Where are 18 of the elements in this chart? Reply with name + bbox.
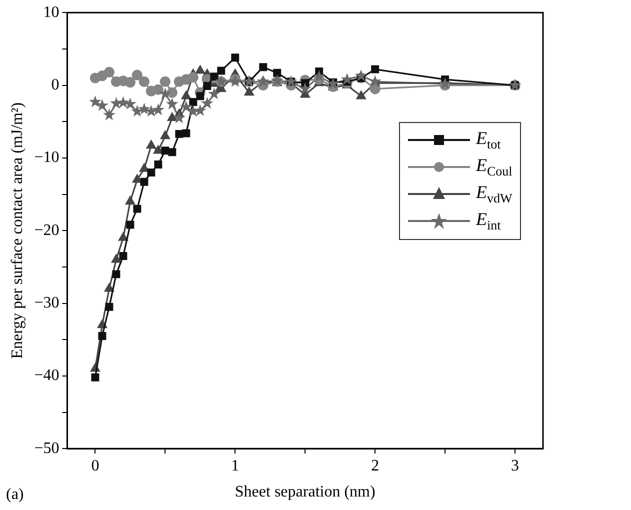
y-tick-label: −10 <box>34 149 60 166</box>
x-tick-label: 3 <box>511 457 520 474</box>
y-tick-label: −20 <box>34 222 60 239</box>
y-axis-title: Energy per surface contact area (mJ/m²) <box>8 102 26 359</box>
legend-label: E$_{tot}$ <box>476 128 501 152</box>
legend-label: E$_{Coul}$ <box>476 154 512 180</box>
text: (a) <box>6 486 24 504</box>
y-tick-label: −40 <box>34 367 60 384</box>
x-axis-title: Sheet separation (nm) <box>234 484 376 501</box>
x-tick-label: 0 <box>91 457 100 474</box>
legend-label: E$_{vdW}$ <box>476 182 512 206</box>
y-tick-label: 0 <box>51 76 60 94</box>
x-tick-label: 1 <box>231 457 240 474</box>
legend-label: E$_{int}$ <box>476 208 501 234</box>
y-tick-label: 10 <box>43 4 60 21</box>
x-tick-label: 2 <box>371 457 380 474</box>
y-tick-label: −30 <box>34 294 60 312</box>
y-tick-label: −50 <box>34 440 60 457</box>
